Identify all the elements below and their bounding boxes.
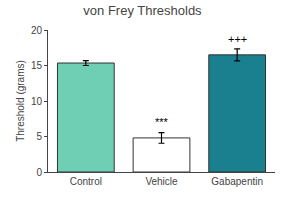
svg-text:+++: +++ bbox=[228, 33, 247, 45]
svg-text:0: 0 bbox=[36, 167, 42, 178]
svg-text:20: 20 bbox=[31, 25, 43, 36]
svg-text:von Frey Thresholds: von Frey Thresholds bbox=[83, 3, 202, 18]
svg-text:Vehicle: Vehicle bbox=[145, 176, 178, 187]
svg-text:Threshold (grams): Threshold (grams) bbox=[15, 60, 26, 142]
svg-text:Gabapentin: Gabapentin bbox=[211, 176, 263, 187]
svg-text:5: 5 bbox=[36, 131, 42, 142]
svg-text:***: *** bbox=[155, 116, 169, 128]
svg-text:15: 15 bbox=[31, 60, 43, 71]
svg-text:Control: Control bbox=[70, 176, 102, 187]
svg-text:10: 10 bbox=[31, 96, 43, 107]
